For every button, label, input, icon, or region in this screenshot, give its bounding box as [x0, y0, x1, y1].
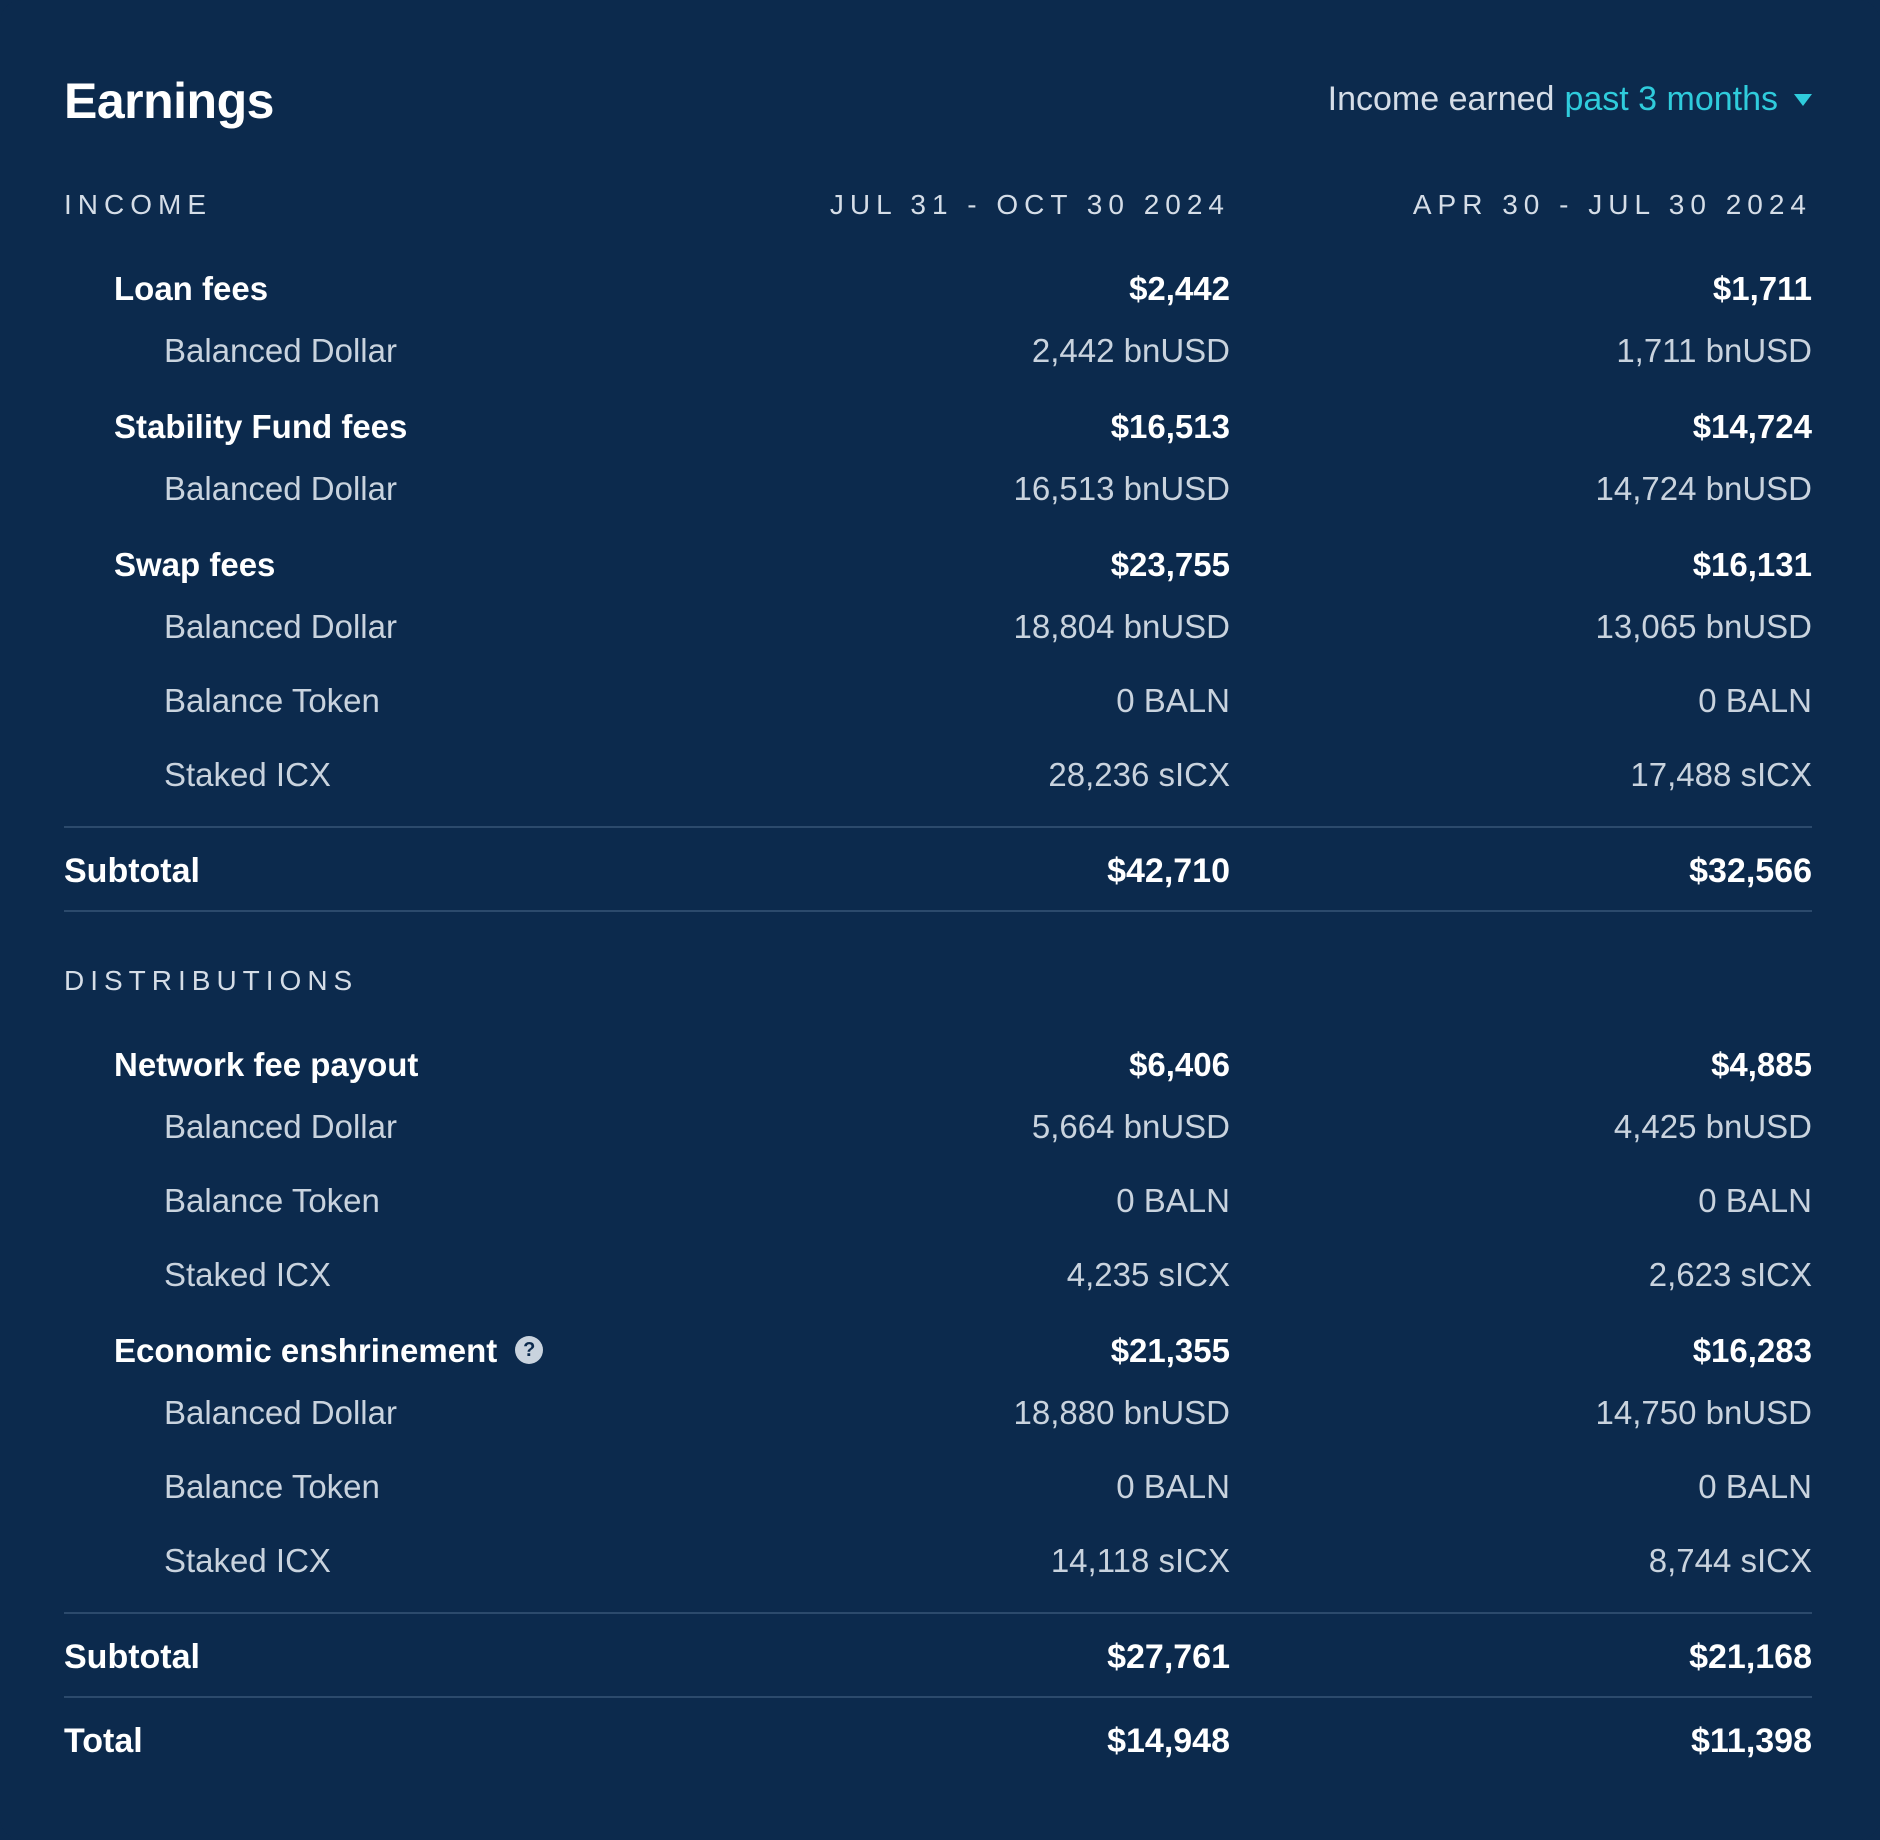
- table-row-enshrinement-bnusd: Balanced Dollar 18,880 bnUSD 14,750 bnUS…: [0, 1382, 1880, 1444]
- table-row-income-subtotal: Subtotal $42,710 $32,566: [0, 840, 1880, 902]
- row-label: Stability Fund fees: [114, 408, 408, 445]
- caret-down-icon[interactable]: [1794, 93, 1812, 106]
- row-label: Subtotal: [64, 852, 200, 890]
- value-current: 18,804 bnUSD: [1013, 608, 1230, 645]
- period-prefix: Income earned: [1327, 80, 1555, 118]
- row-label: Balanced Dollar: [164, 470, 397, 507]
- value-current: 4,235 sICX: [1066, 1256, 1230, 1293]
- table-row-network-fee-bnusd: Balanced Dollar 5,664 bnUSD 4,425 bnUSD: [0, 1096, 1880, 1158]
- table-row-loan-fees: Loan fees $2,442 $1,711: [0, 258, 1880, 320]
- value-previous: 1,711 bnUSD: [1616, 332, 1812, 369]
- value-previous: 4,425 bnUSD: [1613, 1108, 1812, 1145]
- table-row-swap-fees: Swap fees $23,755 $16,131: [0, 534, 1880, 596]
- value-previous: $21,168: [1689, 1638, 1812, 1676]
- row-label: Staked ICX: [164, 1542, 331, 1579]
- table-row-enshrinement-sicx: Staked ICX 14,118 sICX 8,744 sICX: [0, 1530, 1880, 1592]
- value-previous: 0 BALN: [1698, 682, 1812, 719]
- table-row-loan-fees-bnusd: Balanced Dollar 2,442 bnUSD 1,711 bnUSD: [0, 320, 1880, 382]
- table-row-network-fee-payout: Network fee payout $6,406 $4,885: [0, 1034, 1880, 1096]
- value-current: 5,664 bnUSD: [1031, 1108, 1230, 1145]
- value-previous: 14,724 bnUSD: [1595, 470, 1812, 507]
- table-row-network-fee-baln: Balance Token 0 BALN 0 BALN: [0, 1170, 1880, 1232]
- row-label: Total: [64, 1722, 143, 1760]
- value-previous: $16,131: [1692, 546, 1812, 583]
- row-label: Swap fees: [114, 546, 276, 583]
- value-current: 0 BALN: [1116, 1182, 1230, 1219]
- divider: [64, 910, 1812, 912]
- value-current: 0 BALN: [1116, 1468, 1230, 1505]
- row-label: Balance Token: [164, 682, 380, 719]
- row-label: Balanced Dollar: [164, 1394, 397, 1431]
- page-title: Earnings: [64, 73, 274, 129]
- value-previous: 2,623 sICX: [1648, 1256, 1812, 1293]
- value-current: 14,118 sICX: [1050, 1542, 1230, 1579]
- table-row-enshrinement-baln: Balance Token 0 BALN 0 BALN: [0, 1456, 1880, 1518]
- value-previous: $14,724: [1692, 408, 1812, 445]
- divider: [64, 1612, 1812, 1614]
- row-label: Balanced Dollar: [164, 608, 397, 645]
- divider: [64, 1696, 1812, 1698]
- row-label: Balanced Dollar: [164, 332, 397, 369]
- income-section-label: INCOME: [64, 189, 212, 220]
- row-label: Balance Token: [164, 1182, 380, 1219]
- table-row-distributions-subtotal: Subtotal $27,761 $21,168: [0, 1626, 1880, 1688]
- table-row-swap-fees-baln: Balance Token 0 BALN 0 BALN: [0, 670, 1880, 732]
- table-row-economic-enshrinement: Economic enshrinement? $21,355 $16,283: [0, 1320, 1880, 1382]
- table-row-swap-fees-bnusd: Balanced Dollar 18,804 bnUSD 13,065 bnUS…: [0, 596, 1880, 658]
- value-previous: 0 BALN: [1698, 1182, 1812, 1219]
- help-icon[interactable]: ?: [515, 1336, 544, 1365]
- table-row-total: Total $14,948 $11,398: [0, 1710, 1880, 1772]
- value-current: 2,442 bnUSD: [1031, 332, 1230, 369]
- row-label-text: Economic enshrinement: [114, 1332, 498, 1369]
- value-current: $2,442: [1129, 270, 1230, 307]
- table-row-swap-fees-sicx: Staked ICX 28,236 sICX 17,488 sICX: [0, 744, 1880, 806]
- table-row-network-fee-sicx: Staked ICX 4,235 sICX 2,623 sICX: [0, 1244, 1880, 1306]
- value-previous: $11,398: [1690, 1722, 1812, 1760]
- value-previous: 14,750 bnUSD: [1595, 1394, 1812, 1431]
- value-current: $16,513: [1110, 408, 1230, 445]
- value-current: 28,236 sICX: [1048, 756, 1230, 793]
- row-label: Loan fees: [114, 270, 269, 307]
- period-value[interactable]: past 3 months: [1564, 80, 1778, 118]
- value-current: $23,755: [1110, 546, 1230, 583]
- row-label: Balance Token: [164, 1468, 380, 1505]
- value-previous: 13,065 bnUSD: [1595, 608, 1812, 645]
- value-current: $14,948: [1107, 1722, 1230, 1760]
- value-current: 0 BALN: [1116, 682, 1230, 719]
- row-label: Balanced Dollar: [164, 1108, 397, 1145]
- distributions-section-label: DISTRIBUTIONS: [64, 965, 359, 996]
- row-label: Staked ICX: [164, 756, 331, 793]
- row-label: Subtotal: [64, 1638, 200, 1676]
- value-previous: 0 BALN: [1698, 1468, 1812, 1505]
- column-header-current: JUL 31 - OCT 30 2024: [829, 189, 1230, 220]
- value-previous: $1,711: [1712, 270, 1812, 307]
- period-selector[interactable]: Income earned past 3 months: [1328, 80, 1812, 119]
- table-row-stability-fees: Stability Fund fees $16,513 $14,724: [0, 396, 1880, 458]
- value-current: $42,710: [1107, 852, 1230, 890]
- value-current: $21,355: [1110, 1332, 1230, 1369]
- value-previous: $32,566: [1689, 852, 1812, 890]
- value-current: 18,880 bnUSD: [1013, 1394, 1230, 1431]
- value-current: $27,761: [1107, 1638, 1230, 1676]
- row-label: Staked ICX: [164, 1256, 331, 1293]
- value-previous: $16,283: [1692, 1332, 1812, 1369]
- column-header-previous: APR 30 - JUL 30 2024: [1412, 189, 1812, 220]
- value-current: 16,513 bnUSD: [1013, 470, 1230, 507]
- row-label: Network fee payout: [114, 1046, 419, 1083]
- value-previous: 17,488 sICX: [1630, 756, 1812, 793]
- value-previous: $4,885: [1711, 1046, 1812, 1083]
- value-current: $6,406: [1129, 1046, 1230, 1083]
- divider: [64, 826, 1812, 828]
- table-row-stability-fees-bnusd: Balanced Dollar 16,513 bnUSD 14,724 bnUS…: [0, 458, 1880, 520]
- value-previous: 8,744 sICX: [1648, 1542, 1812, 1579]
- row-label: Economic enshrinement?: [114, 1320, 544, 1382]
